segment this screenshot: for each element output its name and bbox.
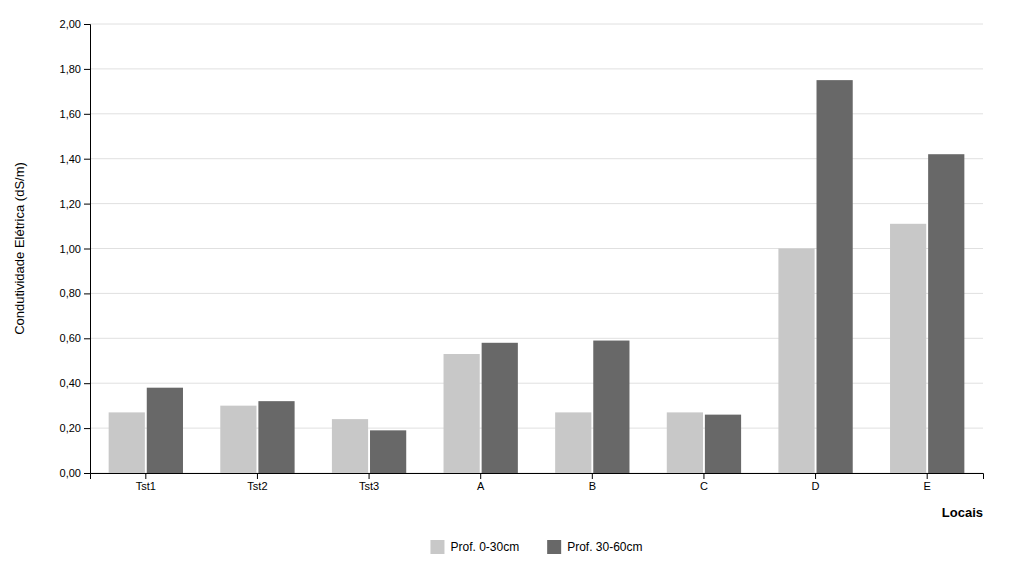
tick-label: 2,00 bbox=[60, 18, 81, 30]
tick-mark bbox=[84, 69, 90, 70]
bar bbox=[593, 341, 629, 473]
tick-label: C bbox=[700, 480, 708, 492]
bar bbox=[778, 249, 814, 474]
bar bbox=[482, 343, 518, 473]
tick-label: A bbox=[477, 480, 485, 492]
x-axis: Tst1 Tst2 Tst3 A B C D E bbox=[91, 473, 984, 492]
tick: 0,60 bbox=[60, 332, 90, 344]
tick-mark bbox=[84, 114, 90, 115]
tick: 0,00 bbox=[60, 467, 90, 479]
tick-label: 1,20 bbox=[60, 198, 81, 210]
tick-mark bbox=[480, 473, 481, 479]
tick-mark bbox=[257, 473, 258, 479]
bar bbox=[147, 388, 183, 473]
bar bbox=[705, 415, 741, 473]
grid-line bbox=[90, 68, 983, 69]
bar bbox=[444, 354, 480, 473]
bar bbox=[555, 412, 591, 473]
tick-mark bbox=[84, 383, 90, 384]
y-axis: 0,00 0,20 0,40 0,60 0,80 1,00 1,20 1,40 1,60 1,80… bbox=[60, 18, 91, 479]
tick-mark bbox=[84, 293, 90, 294]
tick: 1,00 bbox=[60, 243, 90, 255]
tick: 1,60 bbox=[60, 108, 90, 120]
tick-mark bbox=[815, 473, 816, 479]
tick: Tst3 bbox=[359, 473, 379, 492]
tick: 1,20 bbox=[60, 198, 90, 210]
tick: 1,40 bbox=[60, 153, 90, 165]
tick-mark bbox=[84, 338, 90, 339]
tick-label: E bbox=[924, 480, 931, 492]
tick-mark bbox=[84, 473, 90, 474]
legend-item: Prof. 0-30cm bbox=[430, 540, 519, 554]
tick-mark bbox=[84, 428, 90, 429]
axis-line bbox=[91, 474, 984, 480]
tick-mark bbox=[927, 473, 928, 479]
tick-mark bbox=[84, 159, 90, 160]
tick: A bbox=[477, 473, 485, 492]
tick-mark bbox=[84, 249, 90, 250]
tick-label: 0,60 bbox=[60, 332, 81, 344]
tick-label: 0,00 bbox=[60, 467, 81, 479]
tick-mark bbox=[703, 473, 704, 479]
tick-label: Tst3 bbox=[359, 480, 379, 492]
tick: 0,80 bbox=[60, 287, 90, 299]
series bbox=[109, 224, 927, 473]
tick-label: 0,20 bbox=[60, 422, 81, 434]
tick: D bbox=[812, 473, 820, 492]
bar bbox=[667, 412, 703, 473]
legend-item: Prof. 30-60cm bbox=[547, 540, 642, 554]
bar bbox=[890, 224, 926, 473]
bars bbox=[109, 80, 965, 473]
tick-label: 0,40 bbox=[60, 377, 81, 389]
bar bbox=[258, 401, 294, 473]
bar bbox=[220, 406, 256, 473]
tick-label: 0,80 bbox=[60, 287, 81, 299]
y-axis-title: Condutividade Elétrica (dS/m) bbox=[12, 162, 27, 335]
tick-label: 1,80 bbox=[60, 63, 81, 75]
bar bbox=[928, 154, 964, 473]
tick: Tst1 bbox=[136, 473, 156, 492]
bar bbox=[817, 80, 853, 473]
tick-label: 1,40 bbox=[60, 153, 81, 165]
tick-label: 1,60 bbox=[60, 108, 81, 120]
tick-label: B bbox=[589, 480, 596, 492]
tick: E bbox=[924, 473, 931, 492]
legend-label: Prof. 30-60cm bbox=[567, 540, 642, 554]
tick: 2,00 bbox=[60, 18, 90, 30]
axis-line bbox=[84, 25, 91, 474]
bar bbox=[332, 419, 368, 473]
legend-label: Prof. 0-30cm bbox=[450, 540, 519, 554]
legend: Prof. 0-30cm Prof. 30-60cm bbox=[430, 540, 642, 554]
tick-mark bbox=[592, 473, 593, 479]
grid bbox=[90, 24, 983, 473]
tick-mark bbox=[84, 204, 90, 205]
tick: 0,40 bbox=[60, 377, 90, 389]
legend-swatch bbox=[430, 540, 444, 554]
bar bbox=[109, 412, 145, 473]
tick: 1,80 bbox=[60, 63, 90, 75]
tick: C bbox=[700, 473, 708, 492]
legend-swatch bbox=[547, 540, 561, 554]
tick-mark bbox=[369, 473, 370, 479]
tick-mark bbox=[145, 473, 146, 479]
series bbox=[147, 80, 965, 473]
bar bbox=[370, 430, 406, 473]
x-axis-title: Locais bbox=[942, 505, 983, 520]
grid-line bbox=[90, 24, 983, 25]
chart: 0,00 0,20 0,40 0,60 0,80 1,00 1,20 1,40 1,60 1,80… bbox=[0, 0, 1013, 583]
tick-label: Tst1 bbox=[136, 480, 156, 492]
tick-label: D bbox=[812, 480, 820, 492]
tick: B bbox=[589, 473, 596, 492]
tick-label: Tst2 bbox=[247, 480, 267, 492]
plot-area: 0,00 0,20 0,40 0,60 0,80 1,00 1,20 1,40 1,60 1,80… bbox=[60, 18, 984, 492]
tick-mark bbox=[84, 24, 90, 25]
tick: Tst2 bbox=[247, 473, 267, 492]
tick-label: 1,00 bbox=[60, 243, 81, 255]
tick: 0,20 bbox=[60, 422, 90, 434]
